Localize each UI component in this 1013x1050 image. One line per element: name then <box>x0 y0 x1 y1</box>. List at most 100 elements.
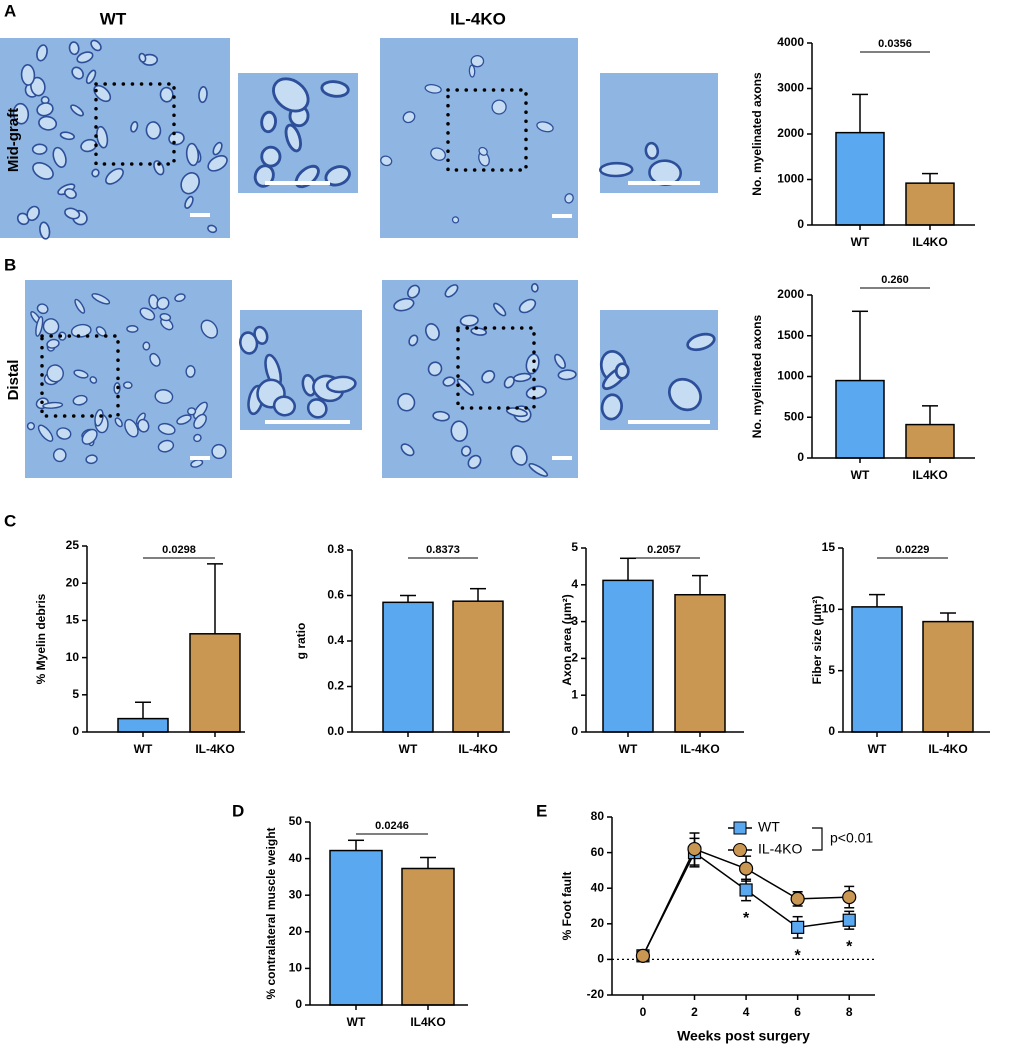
y-tick-label: 1500 <box>777 328 804 342</box>
axon <box>130 121 139 133</box>
axon <box>193 413 207 430</box>
axon <box>408 334 419 347</box>
axon <box>157 439 175 453</box>
axon <box>686 332 716 352</box>
x-tick-label: IL4KO <box>912 235 947 249</box>
y-tick-label: 0 <box>295 997 302 1011</box>
y-tick-label: 20 <box>289 924 303 938</box>
axon <box>407 284 421 299</box>
axon <box>185 365 196 378</box>
micrograph <box>380 38 578 238</box>
x-tick-label: 4 <box>743 1005 750 1019</box>
axon <box>325 375 357 394</box>
y-tick-label: 0 <box>571 724 578 738</box>
axon <box>284 123 302 153</box>
axon <box>138 52 147 63</box>
y-tick-label: 20 <box>591 916 605 930</box>
y-tick-label: 0 <box>797 217 804 231</box>
bar <box>851 606 903 733</box>
axon <box>159 86 174 103</box>
axon <box>142 341 151 351</box>
axon <box>72 394 88 406</box>
axon <box>207 154 228 172</box>
y-tick-label: 10 <box>289 961 303 975</box>
axon <box>380 155 393 167</box>
axon <box>139 307 156 321</box>
axon <box>94 408 104 427</box>
legend-marker <box>733 821 747 835</box>
y-tick-label: 40 <box>289 851 303 865</box>
bar <box>835 131 885 226</box>
axon <box>31 143 48 155</box>
y-tick-label: 25 <box>66 538 80 552</box>
axon <box>105 167 124 185</box>
axon <box>193 401 208 420</box>
axon <box>59 131 76 141</box>
axon <box>397 392 416 412</box>
axon <box>211 443 227 460</box>
axon <box>212 141 223 156</box>
p-value: 0.0356 <box>878 38 912 50</box>
axon <box>444 284 459 298</box>
panel-label: D <box>232 801 244 820</box>
x-tick-label: 2 <box>691 1005 698 1019</box>
y-tick-label: 4 <box>571 577 578 591</box>
axon <box>38 115 58 131</box>
bar <box>329 849 383 1006</box>
bar <box>602 579 654 733</box>
panel-label: B <box>4 255 16 274</box>
x-tick-label: WT <box>134 742 153 756</box>
axon <box>478 146 488 156</box>
y-axis-label: % Myelin debris <box>34 593 48 684</box>
x-tick-label: WT <box>347 1015 366 1029</box>
point <box>635 948 651 963</box>
axon <box>124 418 139 438</box>
axon <box>12 102 30 125</box>
axon <box>239 331 259 355</box>
axon <box>90 39 102 52</box>
y-tick-label: 1 <box>571 687 578 701</box>
y-tick-label: 80 <box>591 809 605 823</box>
axon <box>190 459 204 468</box>
inset-box <box>40 334 120 418</box>
axon <box>180 172 200 195</box>
axon <box>450 420 469 442</box>
legend-marker <box>733 843 747 857</box>
x-tick-label: WT <box>868 742 887 756</box>
y-axis-label: No. myelinated axons <box>750 72 764 196</box>
x-tick-label: WT <box>851 235 870 249</box>
axon <box>554 353 567 370</box>
axon <box>89 376 98 384</box>
axon <box>207 224 218 234</box>
axon <box>30 76 46 97</box>
axon <box>432 410 450 422</box>
axon <box>52 448 67 463</box>
axon <box>42 401 64 409</box>
axon <box>510 445 528 466</box>
axon <box>600 393 623 421</box>
axon <box>154 389 174 405</box>
row-label: Mid-graft <box>5 108 22 172</box>
axon <box>481 370 496 384</box>
axon <box>174 293 186 303</box>
y-tick-label: 2 <box>571 651 578 665</box>
y-tick-label: 60 <box>591 845 605 859</box>
axon <box>36 303 49 315</box>
axon <box>74 298 86 314</box>
micrographs <box>0 38 718 478</box>
axon <box>424 83 442 94</box>
x-axis-label: Weeks post surgery <box>677 1028 810 1044</box>
axon <box>46 364 64 383</box>
y-tick-label: 4000 <box>777 35 804 49</box>
panel-label: E <box>536 801 547 820</box>
p-value: 0.8373 <box>426 544 460 556</box>
axon <box>260 145 282 168</box>
axon <box>306 398 328 419</box>
y-tick-label: 50 <box>289 814 303 828</box>
significance-mark: * <box>795 947 802 964</box>
y-tick-label: 40 <box>591 880 605 894</box>
axon <box>64 188 77 200</box>
significance-mark: * <box>743 910 750 927</box>
y-tick-label: 15 <box>822 540 836 554</box>
y-tick-label: 15 <box>66 613 80 627</box>
